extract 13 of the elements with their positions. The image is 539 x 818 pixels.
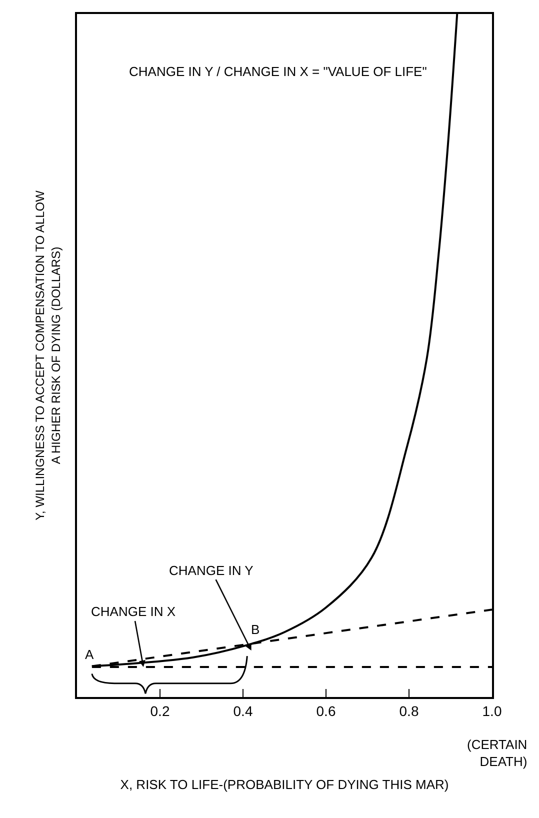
x-tick-label: 0.4	[233, 702, 253, 719]
x-tick-label: 0.8	[399, 702, 419, 719]
annotation: CHANGE IN X	[91, 604, 176, 619]
annotation: A	[85, 647, 94, 662]
x-tick-label: 0.6	[316, 702, 336, 719]
text: (CERTAIN DEATH)	[467, 737, 528, 769]
annotation: B	[251, 622, 260, 637]
y-axis-title: Y, WILLINGNESS TO ACCEPT COMPENSATION TO ALLOW A HIGHER RISK OF DYING (DOLLARS)	[33, 190, 63, 520]
x-axis-title: X, RISK TO LIFE-(PROBABILITY OF DYING THIS MAR)	[120, 776, 449, 792]
annotation: CHANGE IN Y / CHANGE IN X = "VALUE OF LIFE"	[129, 64, 428, 79]
annotation: CHANGE IN Y	[169, 563, 254, 578]
x-tick-label: 0.2	[150, 702, 170, 719]
x-tick-label: 1.0	[482, 702, 502, 719]
